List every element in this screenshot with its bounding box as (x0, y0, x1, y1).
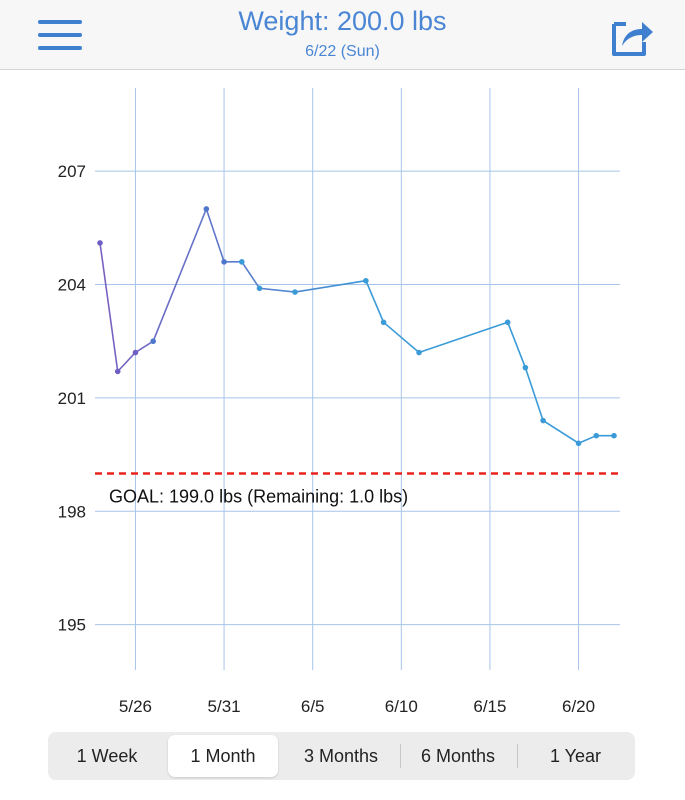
tab-divider (517, 744, 518, 768)
share-icon[interactable] (610, 14, 654, 58)
weight-data-point (504, 319, 511, 326)
y-tick-label: 204 (58, 276, 86, 295)
weight-data-point (522, 364, 529, 371)
y-tick-label: 201 (58, 389, 86, 408)
weight-data-point (150, 338, 156, 345)
weight-data-point (611, 432, 617, 439)
y-tick-label: 207 (58, 162, 86, 181)
weight-data-point (256, 285, 263, 292)
date-subtitle: 6/22 (Sun) (305, 43, 380, 60)
x-tick-label: 5/31 (208, 697, 241, 716)
tab-1-year[interactable]: 1 Year (549, 746, 602, 766)
x-tick-label: 6/5 (301, 697, 325, 716)
weight-data-point (363, 277, 369, 284)
y-tick-label: 195 (58, 616, 86, 635)
weight-data-point (114, 368, 121, 375)
weight-series-line (99, 206, 614, 445)
y-tick-label: 198 (58, 502, 86, 521)
goal-label: GOAL: 199.0 lbs (Remaining: 1.0 lbs) (109, 486, 408, 506)
page-title: Weight: 200.0 lbs (238, 6, 447, 36)
weight-data-point (575, 440, 582, 447)
weight-data-point (540, 417, 546, 424)
x-tick-label: 6/20 (562, 697, 595, 716)
hamburger-menu-icon[interactable] (38, 18, 82, 52)
weight-data-point (97, 240, 103, 246)
weight-data-point (416, 349, 422, 356)
top-bar: Weight: 200.0 lbs 6/22 (Sun) (0, 0, 685, 70)
range-selector: 1 Week 1 Month 3 Months 6 Months 1 Year (48, 732, 635, 780)
x-tick-label: 6/10 (385, 697, 418, 716)
tab-1-month[interactable]: 1 Month (168, 735, 278, 777)
weight-data-point (203, 206, 210, 212)
weight-data-point (132, 349, 139, 356)
tab-divider (400, 744, 401, 768)
weight-data-point (292, 289, 298, 295)
weight-data-point (238, 259, 245, 265)
weight-chart: 195 198 201 204 207 5/26 5/31 6/5 6/10 6/15 6/20 GO… (58, 88, 620, 716)
tab-1-week[interactable]: 1 Week (76, 746, 138, 766)
weight-data-point (221, 259, 227, 265)
weight-data-point (380, 319, 387, 326)
weight-data-point (593, 432, 600, 439)
tab-6-months[interactable]: 6 Months (420, 746, 496, 766)
x-tick-label: 6/15 (473, 697, 506, 716)
x-tick-label: 5/26 (119, 697, 152, 716)
tab-3-months[interactable]: 3 Months (303, 746, 379, 766)
